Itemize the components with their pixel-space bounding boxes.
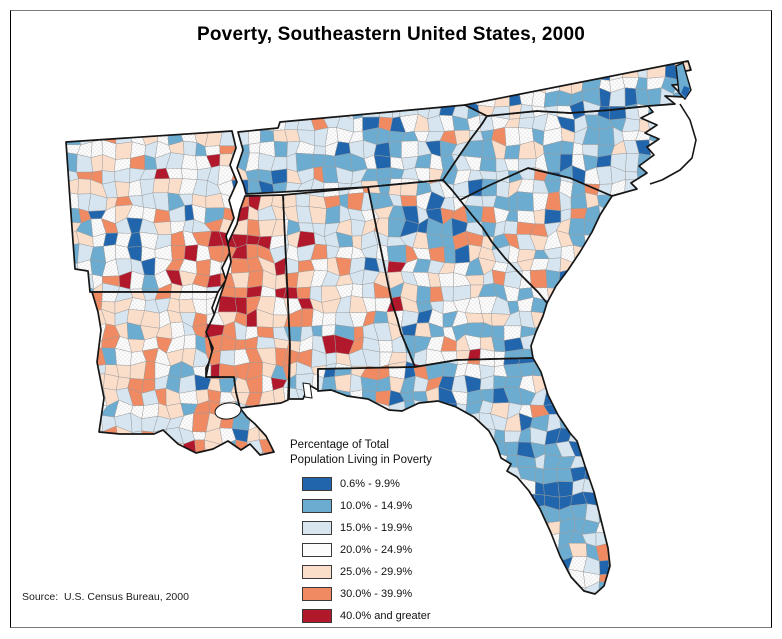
legend-label: 20.0% - 24.9%	[340, 544, 413, 556]
legend-title: Percentage of Total Population Living in…	[290, 438, 432, 468]
legend-items: 0.6% - 9.9% 10.0% - 14.9% 15.0% - 19.9% 20.…	[290, 473, 432, 627]
legend-label: 40.0% and greater	[340, 610, 431, 622]
legend-item: 20.0% - 24.9%	[290, 539, 432, 561]
legend-item: 40.0% and greater	[290, 605, 432, 627]
legend-item: 25.0% - 29.9%	[290, 561, 432, 583]
legend-title-line1: Percentage of Total	[290, 439, 389, 451]
mobile-bay	[302, 382, 313, 399]
source-note: Source: U.S. Census Bureau, 2000	[22, 591, 189, 603]
legend-item: 15.0% - 19.9%	[290, 517, 432, 539]
legend-swatch	[302, 587, 332, 601]
legend-swatch	[302, 609, 332, 623]
legend-label: 25.0% - 29.9%	[340, 566, 413, 578]
legend-swatch	[302, 499, 332, 513]
legend: Percentage of Total Population Living in…	[290, 438, 432, 627]
legend-label: 0.6% - 9.9%	[340, 478, 400, 490]
legend-item: 10.0% - 14.9%	[290, 495, 432, 517]
state-border-mississippi	[205, 194, 291, 409]
legend-item: 0.6% - 9.9%	[290, 473, 432, 495]
state-border-virginia	[464, 60, 692, 117]
legend-swatch	[302, 565, 332, 579]
legend-swatch	[302, 477, 332, 491]
eastern-shore-tip	[681, 86, 690, 98]
outer-banks	[649, 103, 697, 185]
legend-title-line2: Population Living in Poverty	[290, 454, 432, 466]
lake-pontchartrain	[214, 402, 242, 420]
legend-label: 30.0% - 39.9%	[340, 588, 413, 600]
legend-swatch	[302, 543, 332, 557]
legend-label: 15.0% - 19.9%	[340, 522, 413, 534]
state-border-north-carolina	[442, 105, 660, 201]
map-title: Poverty, Southeastern United States, 200…	[197, 24, 585, 45]
legend-swatch	[302, 521, 332, 535]
legend-item: 30.0% - 39.9%	[290, 583, 432, 605]
state-border-florida	[317, 357, 611, 595]
legend-label: 10.0% - 14.9%	[340, 500, 413, 512]
